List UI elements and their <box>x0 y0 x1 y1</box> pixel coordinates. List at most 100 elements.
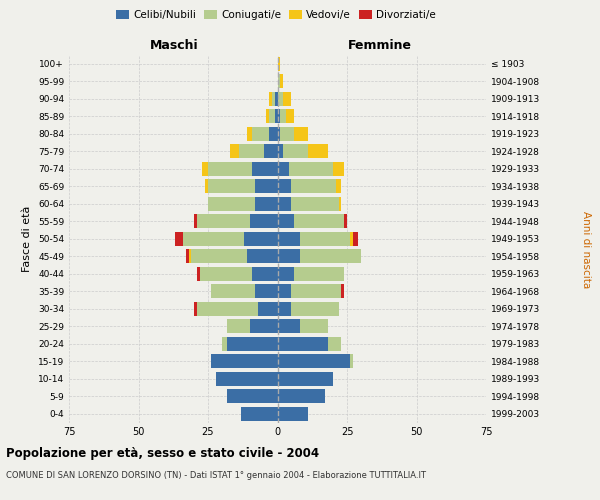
Bar <box>253 267 277 280</box>
Bar <box>350 232 353 245</box>
Bar <box>275 110 277 123</box>
Bar <box>253 127 269 140</box>
Bar <box>277 267 294 280</box>
Bar <box>247 127 253 140</box>
Bar <box>350 354 353 368</box>
Bar <box>188 250 191 263</box>
Bar <box>300 250 361 263</box>
Bar <box>308 144 328 158</box>
Bar <box>227 390 277 403</box>
Legend: Celibi/Nubili, Coniugati/e, Vedovi/e, Divorziati/e: Celibi/Nubili, Coniugati/e, Vedovi/e, Di… <box>115 8 437 22</box>
Text: Anni di nascita: Anni di nascita <box>581 212 591 288</box>
Bar <box>277 57 280 70</box>
Bar <box>277 214 294 228</box>
Bar <box>294 127 308 140</box>
Bar <box>283 92 292 106</box>
Bar <box>277 320 300 333</box>
Text: Maschi: Maschi <box>151 40 199 52</box>
Bar <box>286 110 294 123</box>
Bar <box>200 267 253 280</box>
Text: Femmine: Femmine <box>349 40 412 52</box>
Bar <box>277 110 280 123</box>
Bar <box>266 110 269 123</box>
Bar <box>292 284 341 298</box>
Bar <box>230 144 239 158</box>
Bar <box>269 127 277 140</box>
Bar <box>336 180 341 193</box>
Bar <box>277 250 300 263</box>
Bar <box>272 92 275 106</box>
Bar <box>277 92 283 106</box>
Bar <box>344 214 347 228</box>
Bar <box>227 320 250 333</box>
Bar <box>277 407 308 420</box>
Bar <box>239 144 263 158</box>
Bar <box>269 110 275 123</box>
Bar <box>250 214 277 228</box>
Bar <box>277 144 283 158</box>
Bar <box>208 162 253 175</box>
Bar <box>255 197 277 210</box>
Bar <box>175 232 183 245</box>
Bar <box>292 180 336 193</box>
Bar <box>292 197 338 210</box>
Bar <box>277 180 292 193</box>
Bar <box>191 250 247 263</box>
Bar <box>294 214 344 228</box>
Bar <box>227 337 277 350</box>
Bar <box>205 180 208 193</box>
Bar <box>277 390 325 403</box>
Bar <box>202 162 208 175</box>
Bar <box>183 232 244 245</box>
Bar <box>341 284 344 298</box>
Bar <box>194 214 197 228</box>
Y-axis label: Fasce di età: Fasce di età <box>22 206 32 272</box>
Bar <box>197 302 258 316</box>
Bar <box>294 267 344 280</box>
Bar <box>277 284 292 298</box>
Bar <box>277 302 292 316</box>
Bar <box>277 162 289 175</box>
Bar <box>258 302 277 316</box>
Bar <box>186 250 188 263</box>
Bar <box>255 180 277 193</box>
Text: COMUNE DI SAN LORENZO DORSINO (TN) - Dati ISTAT 1° gennaio 2004 - Elaborazione T: COMUNE DI SAN LORENZO DORSINO (TN) - Dat… <box>6 471 426 480</box>
Bar <box>275 92 277 106</box>
Bar <box>277 74 280 88</box>
Bar <box>222 337 227 350</box>
Bar <box>253 162 277 175</box>
Bar <box>208 180 255 193</box>
Bar <box>328 337 341 350</box>
Bar <box>244 232 277 245</box>
Bar <box>250 320 277 333</box>
Bar <box>247 250 277 263</box>
Bar <box>255 284 277 298</box>
Text: Popolazione per età, sesso e stato civile - 2004: Popolazione per età, sesso e stato civil… <box>6 448 319 460</box>
Bar <box>300 320 328 333</box>
Bar <box>277 372 333 386</box>
Bar <box>197 214 250 228</box>
Bar <box>211 284 255 298</box>
Bar <box>277 197 292 210</box>
Bar <box>277 127 280 140</box>
Bar <box>208 197 255 210</box>
Bar <box>277 337 328 350</box>
Bar <box>277 232 300 245</box>
Bar <box>300 232 350 245</box>
Bar <box>280 110 286 123</box>
Bar <box>338 197 341 210</box>
Bar <box>263 144 277 158</box>
Bar <box>353 232 358 245</box>
Bar <box>194 302 197 316</box>
Bar <box>277 354 350 368</box>
Bar <box>211 354 277 368</box>
Bar <box>241 407 277 420</box>
Bar <box>269 92 272 106</box>
Bar <box>280 74 283 88</box>
Bar <box>333 162 344 175</box>
Bar <box>289 162 333 175</box>
Bar <box>197 267 200 280</box>
Bar <box>292 302 338 316</box>
Bar <box>280 127 294 140</box>
Bar <box>217 372 277 386</box>
